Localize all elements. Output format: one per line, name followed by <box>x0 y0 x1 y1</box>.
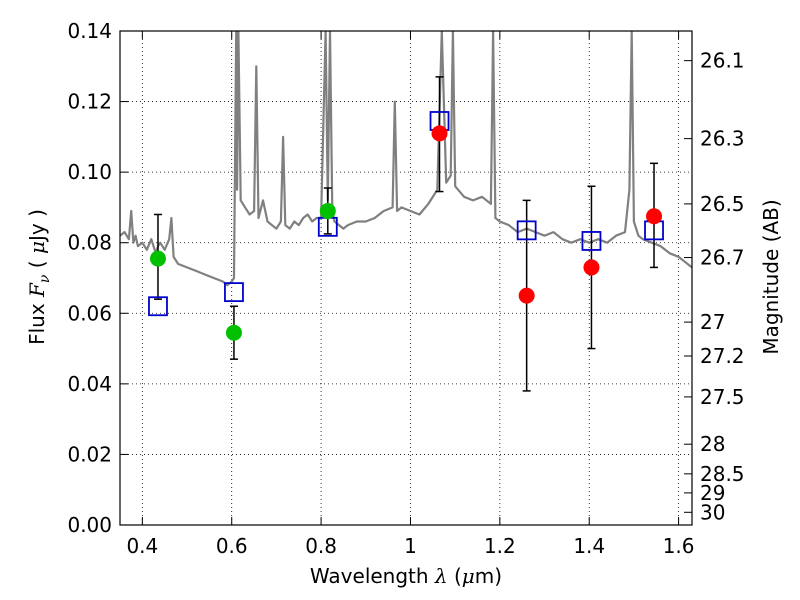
y-right-tick-label: 28.5 <box>700 462 745 486</box>
x-axis-title: Wavelength λ (μm) <box>310 564 502 588</box>
plot-frame <box>119 30 693 526</box>
observed-flux-point <box>518 287 535 304</box>
x-tick-label: 0.4 <box>126 534 158 558</box>
y-tick-label: 0.06 <box>67 301 112 325</box>
grid-lines <box>120 30 692 526</box>
data-points-layer <box>148 111 664 341</box>
x-tick-label: 1 <box>404 534 417 558</box>
y-right-tick-label: 26.1 <box>700 49 745 73</box>
y-tick-label: 0.00 <box>67 513 112 537</box>
model-photometry-square <box>148 296 168 317</box>
x-tick-label: 1.6 <box>663 534 695 558</box>
observed-flux-point <box>583 259 600 276</box>
observed-flux-point <box>319 202 336 219</box>
y-tick-label: 0.14 <box>67 19 112 43</box>
model-spectrum-line <box>120 31 692 287</box>
y-right-tick-label: 26.3 <box>700 127 745 151</box>
model-spectrum-layer <box>120 31 692 287</box>
x-tick-label: 1.4 <box>573 534 605 558</box>
y-tick-label: 0.10 <box>67 160 112 184</box>
observed-flux-point <box>225 324 242 341</box>
observed-flux-point <box>149 250 166 267</box>
y-tick-label: 0.04 <box>67 372 112 396</box>
y-right-tick-label: 26.7 <box>700 246 745 270</box>
x-tick-label: 0.6 <box>216 534 248 558</box>
y-tick-label: 0.02 <box>67 442 112 466</box>
model-photometry-square <box>581 231 602 251</box>
observed-flux-point <box>646 208 663 225</box>
y-tick-label: 0.08 <box>67 231 112 255</box>
y-right-tick-label: 27 <box>700 310 725 334</box>
x-tick-label: 1.2 <box>484 534 516 558</box>
y-axis-title: Flux Fν ( μJy ) <box>25 209 53 345</box>
x-tick-label: 0.8 <box>305 534 337 558</box>
y-tick-label: 0.12 <box>67 90 112 114</box>
observed-flux-point <box>431 125 448 142</box>
axis-ticks: 0.4 0.6 0.8 1 1.2 1.4 1.6 0.00 0.02 0.04 0.06 0.08 0… <box>67 19 744 558</box>
y-right-tick-label: 29 <box>700 481 725 505</box>
y-right-axis-title: Magnitude (AB) <box>759 199 783 354</box>
y-right-tick-label: 27.5 <box>700 385 745 409</box>
model-photometry-square <box>516 220 537 241</box>
y-right-tick-label: 28 <box>700 432 725 456</box>
y-right-tick-label: 27.2 <box>700 344 745 368</box>
y-right-tick-label: 30 <box>700 500 725 524</box>
y-right-tick-label: 26.5 <box>700 192 745 216</box>
model-photometry-square <box>224 282 244 303</box>
